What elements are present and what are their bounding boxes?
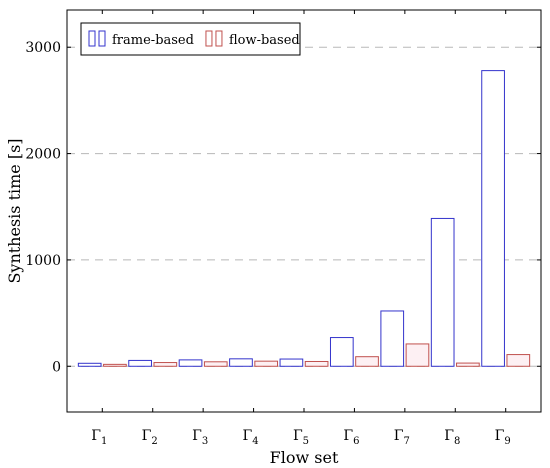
x-tick-label: Γ1 (91, 428, 107, 447)
legend-box (80, 22, 301, 56)
x-tick-label: Γ6 (343, 428, 359, 447)
legend-swatch-flow-based (215, 30, 223, 47)
bar-flow-based-8 (456, 362, 480, 367)
legend-swatch-flow-based (205, 30, 213, 47)
y-tick-label: 2000 (25, 147, 61, 163)
legend-label-flow-based: flow-based (229, 33, 300, 48)
bar-frame-based-3 (178, 359, 203, 367)
legend-swatch-frame-based (98, 30, 106, 47)
plot-frame (66, 9, 542, 413)
bar-flow-based-2 (153, 362, 178, 367)
bar-frame-based-7 (380, 310, 405, 367)
x-tick-label: Γ2 (142, 428, 158, 447)
bar-frame-based-1 (77, 362, 102, 367)
x-tick-label: Γ3 (192, 428, 208, 447)
bar-flow-based-4 (254, 360, 279, 367)
bar-frame-based-5 (279, 358, 304, 367)
legend: frame-based flow-based (80, 22, 301, 56)
bar-flow-based-3 (203, 361, 228, 367)
x-tick-label: Γ4 (243, 428, 259, 447)
bar-flow-based-5 (304, 360, 329, 367)
bar-layer (77, 70, 531, 367)
y-tick-label: 0 (52, 359, 61, 375)
bar-frame-based-8 (430, 217, 455, 367)
legend-swatch-frame-based (88, 30, 96, 47)
x-tick-label: Γ9 (495, 428, 511, 447)
y-tick-label: 1000 (25, 253, 61, 269)
bar-frame-based-9 (481, 70, 505, 367)
y-axis-label: Synthesis time [s] (5, 138, 24, 283)
bar-frame-based-6 (329, 337, 354, 367)
bar-flow-based-6 (355, 356, 379, 367)
bar-frame-based-4 (229, 358, 253, 367)
legend-label-frame-based: frame-based (112, 33, 194, 48)
x-tick-label: Γ7 (394, 428, 410, 447)
x-tick-label: Γ5 (293, 428, 309, 447)
bar-flow-based-9 (506, 354, 531, 367)
bar-frame-based-2 (128, 359, 152, 367)
y-tick-label: 3000 (25, 40, 61, 56)
tick-layer: 0 1000 2000 3000 Γ1 Γ2 Γ3 Γ4 Γ5 Γ6 Γ7 Γ8 Γ9 (25, 10, 541, 447)
bar-flow-based-1 (103, 363, 127, 367)
legend-items: frame-based flow-based (88, 30, 300, 48)
bar-flow-based-7 (405, 343, 430, 367)
x-axis-label: Flow set (270, 448, 339, 467)
x-tick-label: Γ8 (444, 428, 460, 447)
grid-layer (67, 46, 541, 367)
